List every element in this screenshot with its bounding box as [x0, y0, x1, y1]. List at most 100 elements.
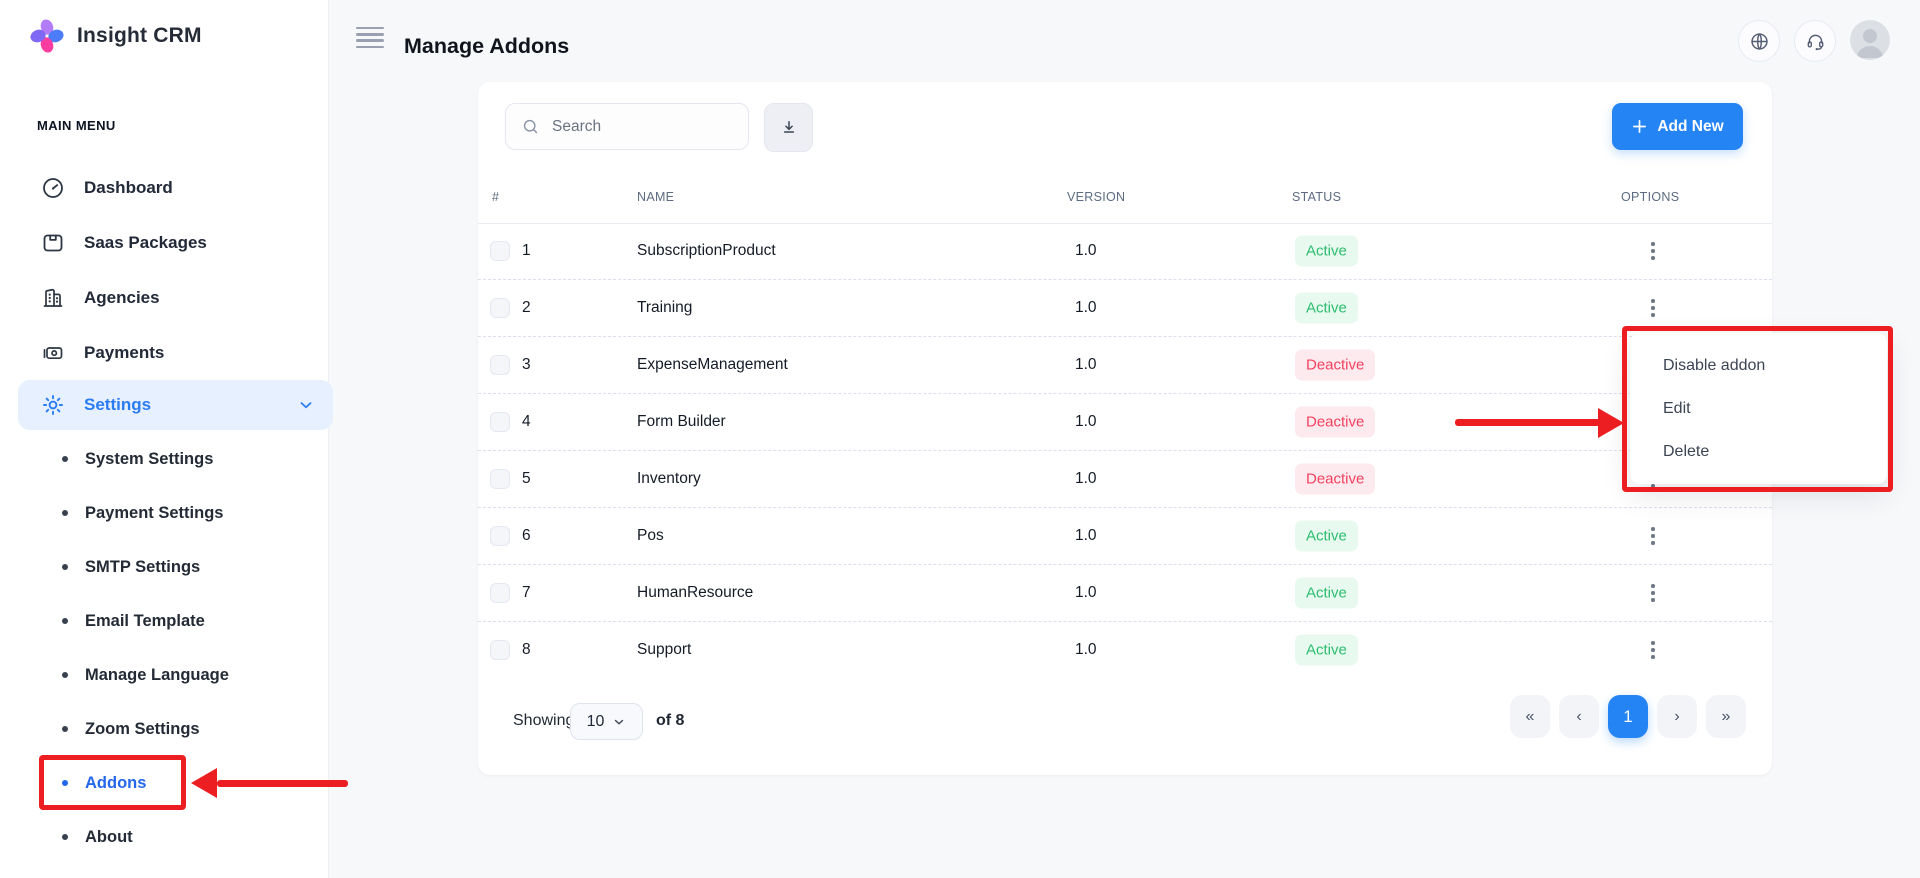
row-checkbox[interactable]	[490, 355, 510, 375]
dashboard-icon	[41, 176, 65, 200]
bullet-icon	[62, 618, 68, 624]
row-number: 2	[522, 299, 531, 316]
sidebar-settings-submenu: System Settings Payment Settings SMTP Sett…	[0, 432, 328, 864]
kebab-menu-icon[interactable]	[1641, 580, 1665, 606]
sidebar-main-menu: Dashboard Saas Packages Agencies Payment…	[0, 160, 333, 430]
prev-page-button[interactable]: ‹	[1559, 695, 1599, 738]
row-number: 1	[522, 242, 531, 259]
status-badge: Deactive	[1295, 463, 1376, 495]
row-checkbox[interactable]	[490, 583, 510, 603]
row-checkbox[interactable]	[490, 412, 510, 432]
globe-icon[interactable]	[1738, 20, 1780, 62]
next-page-button[interactable]: ›	[1657, 695, 1697, 738]
annotation-arrow-dropdown-head	[1598, 408, 1624, 438]
addon-name: Pos	[637, 527, 664, 544]
bullet-icon	[62, 510, 68, 516]
page-1-button[interactable]: 1	[1608, 695, 1648, 738]
bullet-icon	[62, 456, 68, 462]
gear-icon	[41, 393, 65, 417]
addon-version: 1.0	[1075, 584, 1097, 601]
row-number: 8	[522, 641, 531, 658]
sidebar-item-agencies[interactable]: Agencies	[0, 270, 328, 325]
page-size-select[interactable]: 10	[570, 703, 643, 740]
addon-version: 1.0	[1075, 470, 1097, 487]
page-title: Manage Addons	[404, 34, 570, 59]
table-row: 5 Inventory 1.0 Deactive	[478, 451, 1772, 508]
plus-icon	[1633, 119, 1647, 134]
row-checkbox[interactable]	[490, 526, 510, 546]
search-input[interactable]	[550, 116, 724, 137]
addon-version: 1.0	[1075, 641, 1097, 658]
sidebar-subitem-payment-settings[interactable]: Payment Settings	[0, 486, 328, 540]
sidebar-subitem-about[interactable]: About	[0, 810, 328, 864]
kebab-menu-icon[interactable]	[1641, 238, 1665, 264]
sidebar-subitem-addons[interactable]: Addons	[0, 756, 328, 810]
options-dropdown-menu: Disable addon Edit Delete	[1630, 333, 1887, 484]
table-row: 2 Training 1.0 Active	[478, 280, 1772, 337]
first-page-button[interactable]: «	[1510, 695, 1550, 738]
row-number: 6	[522, 527, 531, 544]
column-header-version: VERSION	[1067, 190, 1126, 204]
sidebar-item-label: Saas Packages	[84, 232, 207, 252]
row-checkbox[interactable]	[490, 640, 510, 660]
sidebar-item-settings[interactable]: Settings	[18, 380, 333, 430]
sidebar-item-label: Payments	[84, 342, 165, 362]
addon-version: 1.0	[1075, 527, 1097, 544]
sidebar-subitem-manage-language[interactable]: Manage Language	[0, 648, 328, 702]
addons-card: Add New # NAME VERSION STATUS OPTIONS 1 Subs…	[478, 82, 1772, 775]
bullet-icon	[62, 834, 68, 840]
payments-icon	[41, 341, 65, 365]
addon-version: 1.0	[1075, 413, 1097, 430]
sidebar-item-payments[interactable]: Payments	[0, 325, 328, 380]
kebab-menu-icon[interactable]	[1641, 523, 1665, 549]
addon-name: ExpenseManagement	[637, 356, 788, 373]
sidebar-section-label: MAIN MENU	[37, 118, 116, 133]
table-header-row: # NAME VERSION STATUS OPTIONS	[478, 178, 1772, 224]
status-badge: Deactive	[1295, 406, 1376, 438]
search-box	[505, 103, 749, 150]
addon-name: Support	[637, 641, 692, 658]
sidebar-item-saas-packages[interactable]: Saas Packages	[0, 215, 328, 270]
addon-version: 1.0	[1075, 356, 1097, 373]
annotation-arrow-addons-head	[191, 768, 217, 798]
showing-label: Showing:	[513, 712, 579, 729]
sidebar-item-dashboard[interactable]: Dashboard	[0, 160, 328, 215]
dropdown-item-disable-addon[interactable]: Disable addon	[1663, 356, 1766, 374]
sidebar-subitem-smtp-settings[interactable]: SMTP Settings	[0, 540, 328, 594]
table-row: 7 HumanResource 1.0 Active	[478, 565, 1772, 622]
total-count-label: of 8	[656, 712, 685, 729]
column-header-status: STATUS	[1292, 190, 1342, 204]
column-header-num: #	[492, 190, 500, 204]
user-avatar[interactable]	[1850, 20, 1890, 60]
row-checkbox[interactable]	[490, 298, 510, 318]
last-page-button[interactable]: »	[1706, 695, 1746, 738]
sidebar-subitem-zoom-settings[interactable]: Zoom Settings	[0, 702, 328, 756]
dropdown-item-edit[interactable]: Edit	[1663, 399, 1691, 417]
row-checkbox[interactable]	[490, 469, 510, 489]
status-badge: Active	[1295, 520, 1358, 552]
row-checkbox[interactable]	[490, 241, 510, 261]
search-icon	[523, 119, 538, 134]
annotation-arrow-dropdown-shaft	[1455, 419, 1600, 426]
row-number: 7	[522, 584, 531, 601]
flower-logo-icon	[28, 17, 66, 55]
chevron-down-icon	[297, 396, 315, 414]
addon-name: HumanResource	[637, 584, 754, 601]
sidebar-subitem-system-settings[interactable]: System Settings	[0, 432, 328, 486]
bullet-icon	[62, 780, 68, 786]
download-icon[interactable]	[764, 103, 813, 152]
sidebar-item-label: Settings	[84, 395, 152, 414]
bullet-icon	[62, 564, 68, 570]
table-row: 6 Pos 1.0 Active	[478, 508, 1772, 565]
brand-name: Insight CRM	[77, 24, 202, 47]
add-new-button[interactable]: Add New	[1612, 103, 1743, 150]
brand-logo[interactable]: Insight CRM	[28, 17, 202, 55]
sidebar-subitem-email-template[interactable]: Email Template	[0, 594, 328, 648]
bullet-icon	[62, 672, 68, 678]
hamburger-icon[interactable]	[356, 27, 384, 48]
kebab-menu-icon[interactable]	[1641, 295, 1665, 321]
dropdown-item-delete[interactable]: Delete	[1663, 442, 1710, 460]
headset-icon[interactable]	[1794, 20, 1836, 62]
kebab-menu-icon[interactable]	[1641, 637, 1665, 663]
table-row: 8 Support 1.0 Active	[478, 622, 1772, 678]
